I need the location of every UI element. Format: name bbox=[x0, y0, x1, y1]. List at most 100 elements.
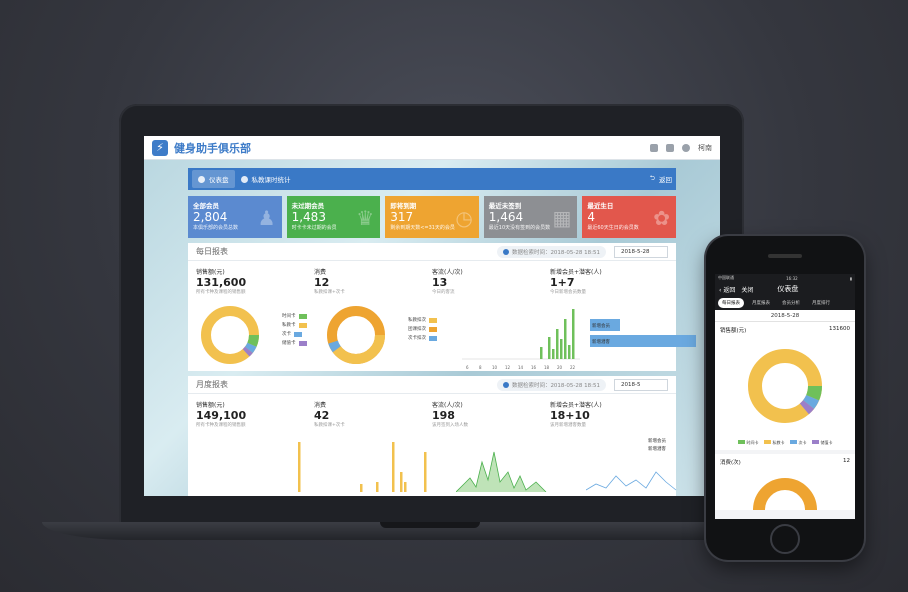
user-icon[interactable] bbox=[682, 143, 690, 152]
phone-legend: 时间卡 私教卡 次卡 储值卡 bbox=[715, 440, 855, 450]
card-title: 即将到期 bbox=[390, 202, 417, 210]
card-icon: ♛ bbox=[356, 206, 375, 230]
legend-swatch bbox=[429, 317, 437, 323]
list-icon bbox=[240, 175, 248, 183]
consume-legend: 私教扣次 团课扣次 次卡扣次 bbox=[408, 317, 437, 344]
monthly-report-panel: 月度报表 数据检索时间：2018-05-28 18:51 2018-5 销售额(… bbox=[188, 376, 677, 496]
phone-consume-value: 12 bbox=[843, 458, 850, 464]
daily-stats: 销售额(元) 131,600 所有卡种及课程的销售额 消费 12 私教扣课+次卡客… bbox=[188, 261, 676, 295]
clock-label: 16:32 bbox=[786, 275, 798, 281]
summary-card[interactable]: 未过期会员 1,483 时卡卡未过期的会员 ♛ bbox=[286, 196, 381, 238]
phone-tab[interactable]: 每日报表 bbox=[718, 298, 744, 308]
card-desc: 最近10天没有签到的会员数 bbox=[488, 225, 551, 231]
phone-tab[interactable]: 月度报表 bbox=[752, 301, 770, 306]
stat-desc: 该月签到入场人数 bbox=[432, 423, 468, 428]
donut-slice-group bbox=[753, 478, 817, 519]
monthly-sales-chart bbox=[196, 432, 326, 492]
phone-consume-label: 消费(次) bbox=[720, 460, 741, 466]
legend-label: 时间卡 bbox=[746, 440, 759, 445]
daily-date-picker[interactable]: 2018-5-28 bbox=[614, 245, 668, 258]
bell-icon[interactable] bbox=[666, 143, 674, 152]
phone-tab[interactable]: 会员分析 bbox=[782, 301, 800, 306]
tab-label: 私教课时统计 bbox=[251, 176, 291, 184]
legend-swatch bbox=[811, 440, 819, 444]
phone-sales-donut bbox=[748, 349, 822, 423]
traffic-bar bbox=[552, 349, 555, 359]
monthly-bar bbox=[392, 442, 395, 492]
tick-label: 20 bbox=[557, 365, 563, 370]
phone-back-button[interactable]: ‹ 返回 bbox=[719, 286, 736, 294]
phone-tab[interactable]: 月度排行 bbox=[812, 301, 830, 306]
summary-card[interactable]: 最近未签到 1,464 最近10天没有签到的会员数 ▦ bbox=[483, 196, 578, 238]
query-time: 数据检索时间：2018-05-28 18:51 bbox=[496, 378, 606, 391]
traffic-bar bbox=[568, 345, 571, 359]
legend-item: 储值卡 bbox=[811, 440, 833, 446]
sales-chart: 时间卡 私教卡 次卡 储值卡 bbox=[196, 299, 326, 367]
phone-consume-donut bbox=[753, 478, 817, 519]
card-desc: 时卡卡未过期的会员 bbox=[291, 225, 337, 231]
legend-item: 次卡扣次 bbox=[408, 335, 437, 341]
phone-title: 仪表盘 bbox=[777, 285, 799, 293]
tick-label: 16 bbox=[531, 365, 537, 370]
phone-consume-row: 消费(次) 12 bbox=[715, 454, 855, 470]
legend-swatch bbox=[789, 440, 797, 444]
card-value: 1,464 bbox=[488, 210, 524, 224]
tab-dashboard[interactable]: 仪表盘 bbox=[192, 170, 235, 188]
tick-label: 12 bbox=[505, 365, 511, 370]
phone-sales-chart bbox=[715, 338, 855, 440]
card-desc: 剩余到期天数<=31天的会员 bbox=[390, 225, 455, 231]
logo-icon: ⚡ bbox=[152, 139, 168, 156]
tab-private-lessons[interactable]: 私教课时统计 bbox=[235, 170, 297, 188]
stat-value: 12 bbox=[314, 276, 330, 289]
tick-label: 22 bbox=[570, 365, 576, 370]
phone-speaker bbox=[768, 254, 802, 258]
summary-card[interactable]: 最近生日 4 最近60天生日的会员数 ✿ bbox=[582, 196, 676, 238]
stat-desc: 私教扣课+次卡 bbox=[314, 423, 345, 428]
monthly-report-title: 月度报表 bbox=[196, 380, 228, 389]
shirt-icon[interactable] bbox=[650, 143, 658, 152]
nav-bar: 仪表盘 私教课时统计 ⮌ 返回 bbox=[188, 168, 676, 190]
phone-sales-label: 销售额(元) bbox=[720, 328, 747, 334]
summary-cards: 全部会员 2,804 本俱乐部的会员总数 ♟ 未过期会员 1,483 时卡卡未过期… bbox=[188, 196, 676, 238]
traffic-bar bbox=[572, 309, 575, 359]
user-name[interactable]: 柯南 bbox=[698, 143, 712, 152]
tab-label: 仪表盘 bbox=[209, 176, 229, 184]
stat-block: 销售额(元) 131,600 所有卡种及课程的销售额 bbox=[196, 267, 314, 295]
traffic-bars: 6 8 10 12 14 16 18 20 22 bbox=[462, 309, 580, 370]
legend-item: 时间卡 bbox=[282, 313, 307, 319]
summary-card[interactable]: 即将到期 317 剩余到期天数<=31天的会员 ◷ bbox=[385, 196, 479, 238]
donut-slice-private bbox=[327, 306, 385, 364]
card-icon: ✿ bbox=[653, 206, 670, 230]
new-members-chart: 新增会员 新增潜客 bbox=[586, 299, 716, 367]
legend-swatch bbox=[298, 313, 307, 319]
legend-swatch bbox=[298, 340, 307, 346]
summary-card[interactable]: 全部会员 2,804 本俱乐部的会员总数 ♟ bbox=[188, 196, 282, 238]
sales-donut bbox=[201, 306, 259, 364]
monthly-date-picker[interactable]: 2018-5 bbox=[614, 378, 668, 391]
monthly-new-lines: 新增会员 新增潜客 bbox=[585, 437, 677, 491]
legend-label: 次卡 bbox=[798, 440, 807, 445]
stat-label: 销售额(元) bbox=[196, 269, 225, 276]
daily-report-panel: 每日报表 数据检索时间：2018-05-28 18:51 2018-5-28 销… bbox=[188, 243, 696, 371]
monthly-consume-chart bbox=[326, 432, 456, 492]
stat-desc: 今日的客流 bbox=[432, 290, 455, 295]
legend-label: 团课扣次 bbox=[408, 327, 426, 332]
card-title: 最近未签到 bbox=[488, 202, 522, 210]
monthly-new-chart: 新增会员 新增潜客 bbox=[585, 432, 716, 491]
phone-close-button[interactable]: 关闭 bbox=[741, 286, 754, 294]
card-value: 317 bbox=[390, 210, 414, 224]
traffic-bar bbox=[548, 337, 551, 359]
query-time: 数据检索时间：2018-05-28 18:51 bbox=[496, 245, 606, 258]
monthly-bar bbox=[404, 482, 407, 492]
stat-value: 1+7 bbox=[550, 276, 575, 289]
stat-block: 客流(人/次) 13 今日的客流 bbox=[432, 267, 550, 295]
stat-value: 149,100 bbox=[196, 409, 247, 422]
back-button[interactable]: ⮌ 返回 bbox=[650, 174, 672, 185]
status-bar: 中国联通 16:32 ▮ bbox=[715, 274, 855, 282]
query-time-label: 数据检索时间：2018-05-28 18:51 bbox=[511, 382, 600, 389]
new-member-line bbox=[585, 471, 677, 491]
home-button[interactable] bbox=[770, 524, 800, 554]
donut-slice-time bbox=[748, 349, 822, 423]
phone-date[interactable]: 2018-5-28 bbox=[715, 310, 855, 322]
stat-block: 消费 42 私教扣课+次卡 bbox=[314, 400, 432, 428]
